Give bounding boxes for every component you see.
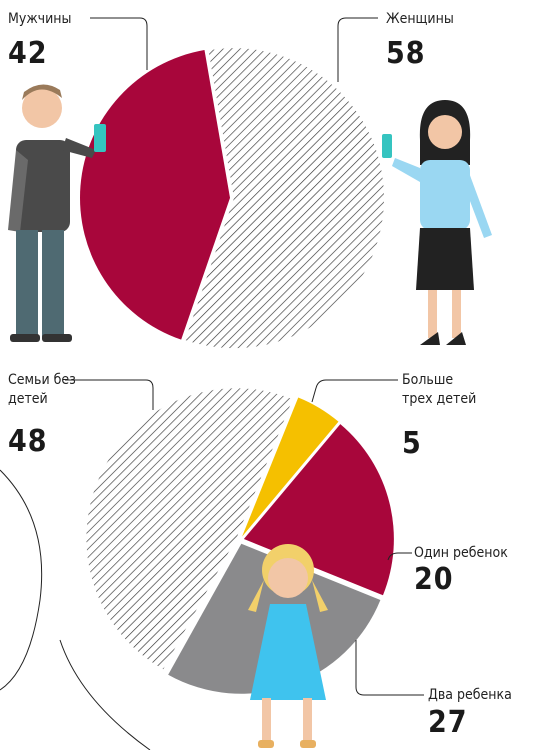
slice-label: Семьи без детей xyxy=(8,371,83,409)
slice-value: 27 xyxy=(428,705,468,740)
slice-value: 42 xyxy=(8,36,48,71)
pies xyxy=(80,48,394,694)
slice-label: Один ребенок xyxy=(414,544,534,563)
slice-value: 5 xyxy=(402,426,422,461)
slice-label: Женщины xyxy=(386,10,476,29)
slice-value: 58 xyxy=(386,36,426,71)
slice-label: Больше трех детей xyxy=(402,371,482,409)
slice-value: 20 xyxy=(414,562,454,597)
woman-figure xyxy=(382,100,492,345)
slice-value: 48 xyxy=(8,424,48,459)
slice-label: Мужчины xyxy=(8,10,98,29)
slice-label: Два ребенка xyxy=(428,686,534,705)
infographic: Мужчины 42 Женщины 58 Семьи без детей 48 Больш… xyxy=(0,0,534,750)
